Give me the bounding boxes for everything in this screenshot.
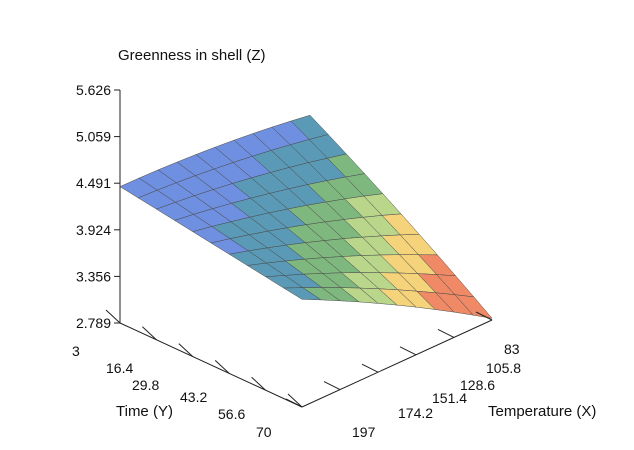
x-tick-mark <box>475 311 493 321</box>
z-tick-label: 4.491 <box>76 175 111 191</box>
y-axis-line <box>119 322 303 408</box>
x-tick-label: 128.6 <box>460 377 495 393</box>
x-tick-mark <box>437 328 455 338</box>
z-tick-label: 3.356 <box>76 268 111 284</box>
x-tick-label: 105.8 <box>486 360 521 376</box>
y-axis-title: Time (Y) <box>116 403 173 420</box>
y-axis: 3 16.429.8 43.2 56.6 70 Time (Y) <box>72 309 303 440</box>
y-tick-label: 16.4 <box>106 360 133 376</box>
x-tick-label: 151.4 <box>432 390 467 406</box>
x-tick-mark <box>285 398 303 408</box>
z-tick-label: 5.626 <box>76 82 111 98</box>
y-tick-mark <box>178 343 194 357</box>
z-axis: 2.789 3.356 3.924 4.491 5.059 5.626 <box>76 82 121 331</box>
x-tick-mark <box>399 346 417 356</box>
surface-mesh <box>119 114 493 319</box>
x-tick-mark <box>361 363 379 373</box>
surface-patch <box>282 287 322 301</box>
y-tick-label: 43.2 <box>180 389 207 405</box>
x-tick-label: 83 <box>504 341 520 357</box>
y-tick-mark <box>287 393 303 408</box>
y-tick-mark <box>214 360 230 374</box>
y-tick-label: 3 <box>72 343 80 359</box>
y-tick-mark <box>251 376 266 391</box>
y-tick-label: 56.6 <box>218 406 245 422</box>
y-tick-mark <box>105 309 121 324</box>
y-tick-label: 70 <box>256 424 272 440</box>
y-tick-mark <box>142 326 157 341</box>
z-tick-label: 3.924 <box>76 222 111 238</box>
x-tick-mark <box>323 381 341 391</box>
y-tick-label: 29.8 <box>132 377 159 393</box>
z-axis-title: Greenness in shell (Z) <box>118 47 266 64</box>
z-tick-label: 2.789 <box>76 315 111 331</box>
x-tick-label: 197 <box>352 424 376 440</box>
x-axis-title: Temperature (X) <box>488 403 596 420</box>
x-axis-line <box>301 319 493 408</box>
z-tick-label: 5.059 <box>76 129 111 145</box>
x-tick-label: 174.2 <box>398 405 433 421</box>
